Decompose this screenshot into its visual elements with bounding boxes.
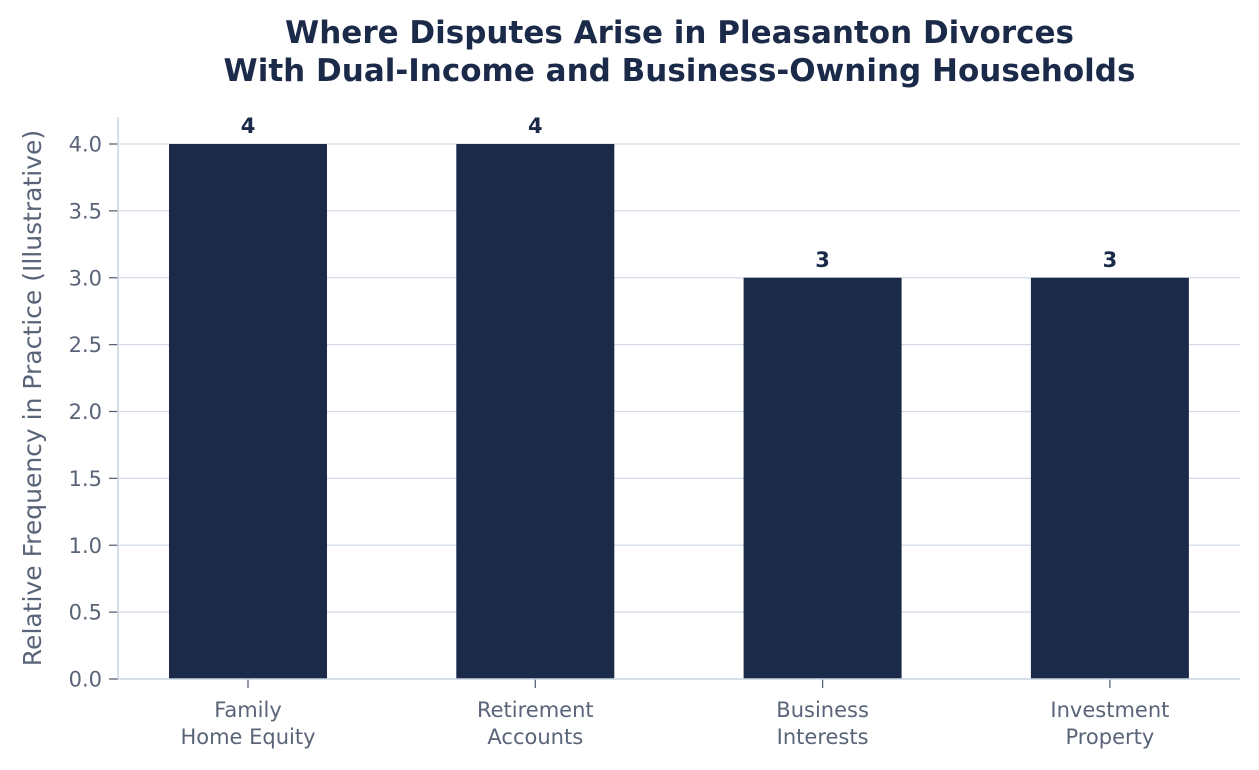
y-tick-label: 3.0 <box>69 266 102 290</box>
y-tick-label: 2.5 <box>69 333 102 357</box>
chart-title: Where Disputes Arise in Pleasanton Divor… <box>0 14 1259 90</box>
bar-value-label: 4 <box>241 114 256 138</box>
x-tick-label: Family <box>214 698 282 722</box>
chart-title-line-2: With Dual-Income and Business-Owning Hou… <box>223 53 1136 89</box>
y-tick-label: 4.0 <box>69 133 102 157</box>
y-tick-label: 2.0 <box>69 400 102 424</box>
axes <box>109 117 1240 688</box>
x-tick-label: Accounts <box>487 725 583 749</box>
bar-value-label: 4 <box>528 114 543 138</box>
labels: 0.0 0.5 1.0 1.5 2.0 2.5 3.0 3.5 4.0 4 Family Home E… <box>18 114 1169 749</box>
bar <box>169 144 327 679</box>
y-tick-label: 1.5 <box>69 467 102 491</box>
y-tick-label: 0.0 <box>69 668 102 692</box>
bars <box>169 144 1189 679</box>
bar <box>743 277 902 679</box>
x-tick-label: Investment <box>1050 698 1169 722</box>
bar <box>456 144 615 679</box>
x-tick-label: Home Equity <box>180 725 315 749</box>
bar-value-label: 3 <box>1103 248 1118 272</box>
chart-title-line-1: Where Disputes Arise in Pleasanton Divor… <box>285 15 1074 51</box>
bar-value-label: 3 <box>815 248 830 272</box>
y-tick-label: 1.0 <box>69 534 102 558</box>
x-tick-label: Interests <box>777 725 869 749</box>
bar <box>1030 277 1189 679</box>
y-tick-label: 0.5 <box>69 601 102 625</box>
y-tick-label: 3.5 <box>69 199 102 223</box>
x-tick-label: Business <box>776 698 869 722</box>
x-tick-label: Retirement <box>477 698 594 722</box>
y-axis-label: Relative Frequency in Practice (Illustra… <box>18 130 47 666</box>
x-tick-label: Property <box>1065 725 1154 749</box>
